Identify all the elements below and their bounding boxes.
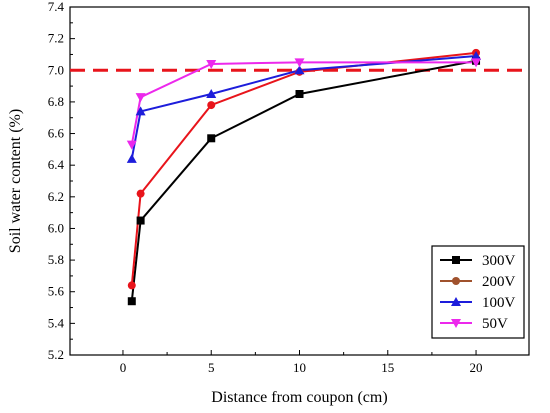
data-point-100v [206,89,217,98]
legend-marker-300v [452,256,460,264]
data-point-50v [471,58,482,68]
data-point-300v [127,297,136,306]
y-tick-label: 7.4 [48,0,65,14]
data-point-200v [136,189,145,198]
legend-label-50v: 50V [482,316,508,332]
data-point-200v [207,101,216,110]
legend-label-200v: 200V [482,274,516,290]
y-tick-label: 6.0 [48,220,64,235]
data-point-200v [127,281,136,290]
x-tick-label: 5 [208,360,215,375]
y-tick-label: 5.8 [48,252,64,267]
y-tick-label: 7.0 [48,62,64,77]
legend-label-100v: 100V [482,295,516,311]
data-point-100v [126,153,137,163]
data-point-50v [206,59,217,69]
data-point-100v [135,106,146,116]
legend-marker-100v [451,297,461,306]
y-tick-label: 6.2 [48,189,64,204]
y-tick-label: 6.4 [48,157,65,172]
series-line-50v [130,61,477,145]
y-tick-label: 7.2 [48,31,64,46]
series-line-300v [130,59,477,302]
y-tick-label: 5.6 [48,284,65,299]
y-axis-title: Soil water content (%) [7,109,24,253]
legend-label-300v: 300V [482,253,516,269]
x-tick-label: 10 [293,360,306,375]
legend: 300V 200V 100V 50V [431,245,525,339]
data-point-300v [136,216,145,225]
legend-marker-50v [451,319,461,328]
data-point-100v [471,51,482,61]
plot-area: 5.2 5.4 5.6 5.8 6.0 6.2 6.4 6.6 6.8 7.0 7.2 7.4 0 5 10… [48,0,530,375]
data-point-50v [126,140,137,150]
x-axis-title: Distance from coupon (cm) [211,389,387,406]
y-tick-label: 5.2 [48,347,64,362]
y-tick-label: 6.6 [48,126,65,141]
data-point-50v [294,58,305,68]
data-point-300v [295,90,304,98]
data-point-100v [294,65,305,75]
y-tick-label: 5.4 [48,315,65,330]
x-tick-label: 20 [470,360,483,375]
x-tick-label: 0 [120,360,127,375]
x-tick-label: 15 [381,360,394,375]
data-point-300v [207,134,216,143]
legend-marker-200v [452,277,460,285]
data-point-50v [135,93,146,103]
series-line-200v [130,51,477,286]
y-tick-label: 6.8 [48,94,64,109]
